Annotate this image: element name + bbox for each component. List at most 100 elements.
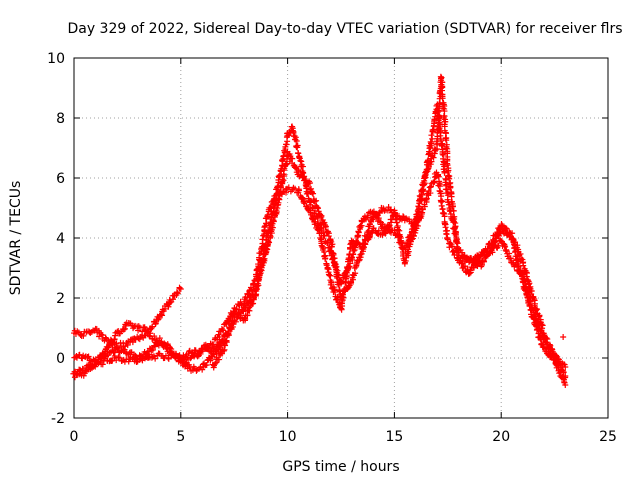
data-point [432, 146, 439, 153]
data-point [481, 251, 488, 258]
data-point [451, 224, 458, 231]
data-point [158, 311, 165, 318]
data-point [478, 263, 485, 270]
data-point [80, 332, 87, 339]
data-point [375, 215, 382, 222]
data-point [310, 190, 317, 197]
data-point [536, 313, 543, 320]
data-point [154, 316, 161, 323]
data-point [177, 286, 184, 292]
data-point [322, 223, 329, 230]
data-point [414, 222, 421, 229]
data-point [388, 206, 395, 213]
data-point [453, 249, 460, 256]
y-tick-label: 0 [56, 351, 65, 367]
chart-title: Day 329 of 2022, Sidereal Day-to-day VTE… [67, 21, 622, 37]
data-point [430, 179, 437, 186]
y-tick-label: 8 [56, 111, 65, 127]
data-point [443, 231, 450, 238]
data-point [502, 243, 509, 250]
data-point [506, 229, 513, 236]
data-point [316, 228, 323, 235]
data-point [551, 351, 558, 358]
data-point [416, 214, 423, 221]
data-point [554, 357, 561, 364]
data-point [295, 150, 302, 157]
y-tick-label: 4 [56, 231, 65, 247]
data-point [227, 325, 234, 332]
data-point [155, 315, 162, 322]
data-point [450, 218, 457, 225]
data-point [144, 348, 151, 355]
data-point [523, 285, 530, 292]
data-point [339, 291, 346, 298]
data-point [263, 237, 270, 244]
data-point [328, 243, 335, 250]
data-point [428, 132, 435, 139]
data-point [115, 354, 122, 361]
data-point [212, 360, 219, 367]
data-point [401, 260, 408, 267]
data-point [539, 333, 546, 340]
data-point [321, 232, 328, 239]
data-point [111, 352, 118, 359]
data-point [457, 257, 464, 264]
data-point [375, 227, 382, 234]
x-tick-label: 10 [279, 429, 297, 445]
data-point [562, 373, 569, 379]
data-point [439, 93, 446, 100]
data-point [122, 322, 129, 329]
data-point [430, 154, 437, 161]
data-point [490, 238, 497, 245]
data-point [322, 255, 329, 262]
data-point [461, 253, 468, 260]
data-point [515, 246, 522, 253]
data-point [182, 360, 189, 367]
data-point [333, 266, 340, 273]
data-point [560, 368, 567, 375]
data-point [526, 293, 533, 300]
data-point [334, 296, 341, 303]
data-point [72, 353, 79, 360]
data-point [329, 241, 336, 248]
data-point [235, 310, 242, 317]
data-point [216, 356, 223, 363]
data-point [276, 172, 283, 179]
data-point [113, 340, 120, 347]
data-point [552, 355, 559, 362]
y-tick-label: 10 [47, 51, 65, 67]
y-tick-label: 6 [56, 171, 65, 187]
data-point [345, 263, 352, 270]
x-tick-label: 20 [492, 429, 510, 445]
data-point [147, 330, 154, 337]
data-point [350, 238, 357, 245]
data-point [296, 155, 303, 162]
data-point [299, 194, 306, 201]
data-point [260, 246, 267, 253]
data-point [168, 346, 175, 353]
x-axis-label: GPS time / hours [282, 459, 399, 475]
data-point [346, 251, 353, 258]
data-point [328, 279, 335, 286]
data-point [419, 206, 426, 213]
data-point [85, 353, 92, 360]
data-point [449, 243, 456, 250]
data-point [273, 196, 280, 203]
data-point [120, 326, 127, 333]
data-point [293, 138, 300, 145]
data-point [219, 327, 226, 334]
data-point [393, 219, 400, 226]
data-point [315, 205, 322, 212]
data-point [443, 137, 450, 144]
data-point [203, 361, 210, 368]
data-point [438, 202, 445, 209]
data-point [259, 255, 266, 262]
data-point [450, 207, 457, 214]
data-point [448, 193, 455, 200]
data-point [121, 346, 128, 353]
data-point [333, 296, 340, 303]
data-point [225, 329, 232, 336]
data-point [262, 242, 269, 249]
data-point [264, 230, 271, 237]
data-point [294, 144, 301, 151]
